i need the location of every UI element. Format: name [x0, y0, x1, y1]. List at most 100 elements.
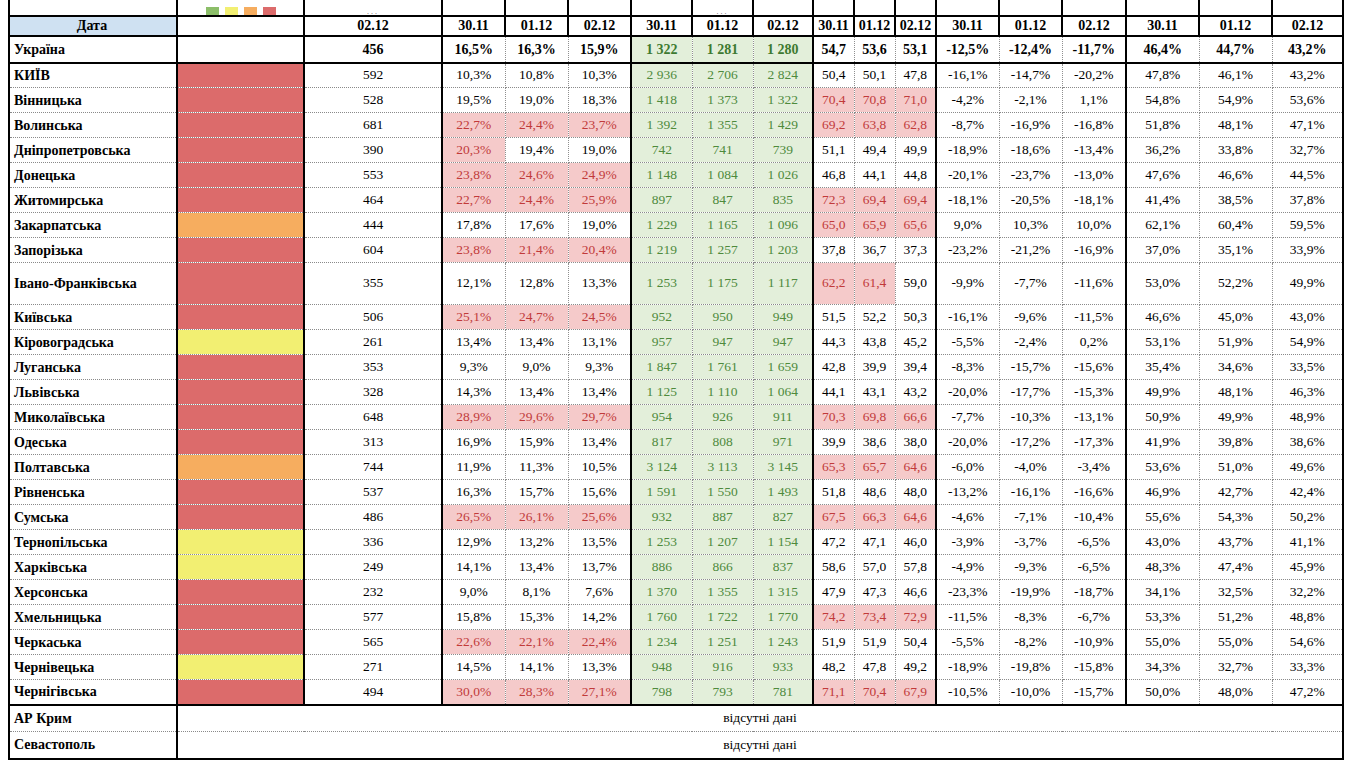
delta-cell: -5,5% [936, 330, 999, 355]
positivity-cell: 13,4% [442, 330, 505, 355]
free-beds-cell: 957 [631, 330, 692, 355]
free-beds-cell: 1 110 [692, 380, 753, 405]
date-header-cell: 30.11 [813, 16, 854, 36]
region-name-cell: Київська [9, 305, 177, 330]
clipped-cell [999, 0, 1062, 16]
occupancy-cell: 71,1 [813, 680, 854, 705]
positivity-cell: 19,0% [568, 213, 631, 238]
share-cell: 35,4% [1126, 355, 1199, 380]
delta-cell: -16,8% [1062, 113, 1126, 138]
region-name-cell: Волинська [9, 113, 177, 138]
occupancy-cell: 50,3 [895, 305, 936, 330]
positivity-cell: 25,9% [568, 188, 631, 213]
region-name-cell: Севастополь [9, 732, 177, 759]
count-cell: 744 [304, 455, 442, 480]
delta-cell: -17,2% [999, 430, 1062, 455]
delta-cell: -11,5% [1062, 305, 1126, 330]
delta-cell: -13,4% [1062, 138, 1126, 163]
delta-cell: -11,5% [936, 605, 999, 630]
share-cell: 46,4% [1126, 36, 1199, 63]
region-name-cell: Хмельницька [9, 605, 177, 630]
delta-cell: -2,4% [999, 330, 1062, 355]
occupancy-cell: 69,4 [895, 188, 936, 213]
status-color-cell [177, 88, 304, 113]
clipped-text-fragment: ... [304, 0, 442, 16]
status-color-cell [177, 530, 304, 555]
date-header-cell: 01.12 [692, 16, 753, 36]
delta-cell: -16,9% [999, 113, 1062, 138]
positivity-cell: 23,8% [442, 238, 505, 263]
positivity-cell: 24,6% [505, 163, 568, 188]
positivity-cell: 14,1% [505, 655, 568, 680]
share-cell: 48,1% [1199, 380, 1272, 405]
occupancy-cell: 69,4 [854, 188, 895, 213]
positivity-cell: 13,7% [568, 555, 631, 580]
share-cell: 48,9% [1272, 405, 1343, 430]
status-color-cell [177, 330, 304, 355]
delta-cell: -20,1% [936, 163, 999, 188]
region-name-cell: Дніпропетровська [9, 138, 177, 163]
date-header-cell: 30.11 [442, 16, 505, 36]
delta-cell: -16,6% [1062, 480, 1126, 505]
legend-header-cell [177, 16, 304, 36]
clipped-text-fragment: ... [692, 0, 753, 16]
share-cell: 43,0% [1272, 305, 1343, 330]
occupancy-cell: 58,6 [813, 555, 854, 580]
region-name-cell: Черкаська [9, 630, 177, 655]
status-color-cell [177, 555, 304, 580]
occupancy-cell: 66,6 [895, 405, 936, 430]
status-color-cell [177, 36, 304, 63]
share-cell: 33,5% [1272, 355, 1343, 380]
occupancy-cell: 62,8 [895, 113, 936, 138]
occupancy-cell: 47,2 [813, 530, 854, 555]
occupancy-cell: 44,1 [854, 163, 895, 188]
occupancy-cell: 48,0 [895, 480, 936, 505]
delta-cell: -16,1% [936, 305, 999, 330]
delta-cell: -16,1% [999, 480, 1062, 505]
free-beds-cell: 866 [692, 555, 753, 580]
free-beds-cell: 1 117 [753, 263, 813, 305]
region-name-cell: Чернігівська [9, 680, 177, 705]
free-beds-cell: 781 [753, 680, 813, 705]
status-color-cell [177, 380, 304, 405]
free-beds-cell: 950 [692, 305, 753, 330]
free-beds-cell: 798 [631, 680, 692, 705]
occupancy-cell: 47,8 [895, 63, 936, 88]
positivity-cell: 8,1% [505, 580, 568, 605]
share-cell: 51,8% [1126, 113, 1199, 138]
delta-cell: -4,6% [936, 505, 999, 530]
share-cell: 55,0% [1199, 630, 1272, 655]
share-cell: 47,6% [1126, 163, 1199, 188]
clipped-cell [568, 0, 631, 16]
status-color-cell [177, 655, 304, 680]
free-beds-cell: 847 [692, 188, 753, 213]
count-cell: 681 [304, 113, 442, 138]
delta-cell: -20,5% [999, 188, 1062, 213]
status-color-cell [177, 63, 304, 88]
positivity-cell: 13,2% [505, 530, 568, 555]
region-name-cell: Україна [9, 36, 177, 63]
occupancy-cell: 44,1 [813, 380, 854, 405]
status-color-cell [177, 580, 304, 605]
share-cell: 43,2% [1272, 63, 1343, 88]
share-cell: 34,6% [1199, 355, 1272, 380]
count-cell: 565 [304, 630, 442, 655]
occupancy-cell: 67,9 [895, 680, 936, 705]
count-cell: 528 [304, 88, 442, 113]
occupancy-cell: 50,4 [813, 63, 854, 88]
occupancy-cell: 44,3 [813, 330, 854, 355]
legend-swatch-red-icon [263, 7, 276, 15]
region-name-cell: Івано-Франківська [9, 263, 177, 305]
occupancy-cell: 53,1 [895, 36, 936, 63]
delta-cell: -15,6% [1062, 355, 1126, 380]
free-beds-cell: 739 [753, 138, 813, 163]
region-name-cell: Херсонська [9, 580, 177, 605]
free-beds-cell: 1 550 [692, 480, 753, 505]
delta-cell: -8,3% [936, 355, 999, 380]
clipped-cell [1062, 0, 1126, 16]
share-cell: 53,6% [1126, 455, 1199, 480]
free-beds-cell: 1 154 [753, 530, 813, 555]
positivity-cell: 7,6% [568, 580, 631, 605]
region-name-cell: Львівська [9, 380, 177, 405]
positivity-cell: 17,6% [505, 213, 568, 238]
